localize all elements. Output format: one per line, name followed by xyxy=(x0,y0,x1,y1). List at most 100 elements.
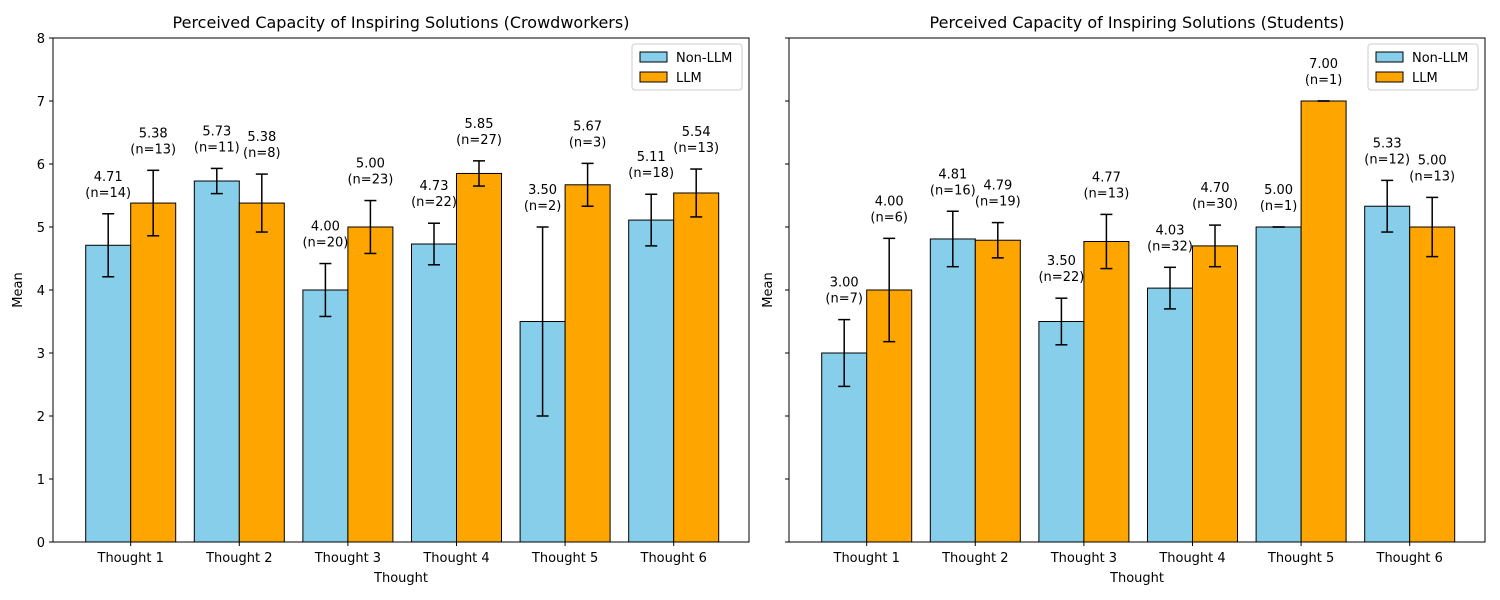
n-label: (n=7) xyxy=(825,292,863,307)
n-label: (n=16) xyxy=(930,183,976,198)
chart-title: Perceived Capacity of Inspiring Solution… xyxy=(173,13,630,32)
legend: Non-LLM LLM xyxy=(1367,43,1479,91)
x-tick-label: Thought 3 xyxy=(1050,551,1117,566)
y-tick-label: 6 xyxy=(37,158,45,173)
n-label: (n=8) xyxy=(243,146,281,161)
x-axis-label: Thought xyxy=(1109,571,1164,586)
n-label: (n=27) xyxy=(456,133,502,148)
data-label: 5.54 xyxy=(682,125,711,140)
n-label: (n=2) xyxy=(524,199,562,214)
n-label: (n=1) xyxy=(1260,199,1298,214)
y-tick-label: 0 xyxy=(37,536,45,551)
legend-swatch-llm xyxy=(639,71,668,83)
llm-bar xyxy=(673,192,720,543)
llm-bar xyxy=(564,184,611,543)
chart-title: Perceived Capacity of Inspiring Solution… xyxy=(930,13,1345,32)
x-tick-label: Thought 1 xyxy=(97,551,164,566)
legend-label: Non-LLM xyxy=(1412,51,1468,66)
n-label: (n=1) xyxy=(1305,73,1343,88)
n-label: (n=13) xyxy=(1409,169,1455,184)
data-label: 3.00 xyxy=(830,276,859,291)
n-label: (n=13) xyxy=(130,142,176,157)
llm-bar xyxy=(347,226,394,543)
x-tick-label: Thought 5 xyxy=(531,551,598,566)
y-tick-label: 5 xyxy=(37,221,45,236)
x-tick-label: Thought 5 xyxy=(1267,551,1334,566)
data-label: 3.50 xyxy=(528,183,557,198)
n-label: (n=13) xyxy=(673,141,719,156)
non-llm-bar xyxy=(628,219,675,543)
chart-panel-2: Perceived Capacity of Inspiring Solution… xyxy=(761,13,1486,586)
data-label: 4.79 xyxy=(983,179,1012,194)
legend-swatch-non-llm xyxy=(639,51,668,63)
legend-swatch-llm xyxy=(1375,71,1404,83)
n-label: (n=3) xyxy=(569,135,607,150)
n-label: (n=19) xyxy=(975,195,1021,210)
non-llm-bar xyxy=(193,180,240,543)
legend-swatch-non-llm xyxy=(1375,51,1404,63)
y-tick-label: 1 xyxy=(37,473,45,488)
y-tick-label: 7 xyxy=(37,95,45,110)
non-llm-bar xyxy=(1038,321,1085,543)
x-tick-label: Thought 2 xyxy=(205,551,272,566)
non-llm-bar xyxy=(85,244,132,543)
data-label: 5.85 xyxy=(465,117,494,132)
n-label: (n=22) xyxy=(411,195,457,210)
data-label: 4.03 xyxy=(1156,223,1185,238)
data-label: 4.81 xyxy=(938,167,967,182)
x-tick-label: Thought 2 xyxy=(941,551,1008,566)
data-label: 5.38 xyxy=(247,130,276,145)
llm-bar xyxy=(238,202,285,543)
data-label: 4.00 xyxy=(311,220,340,235)
x-axis-label: Thought xyxy=(373,571,428,586)
data-label: 5.00 xyxy=(1418,153,1447,168)
data-label: 5.67 xyxy=(573,119,602,134)
chart-panel-1: Perceived Capacity of Inspiring Solution… xyxy=(11,13,750,586)
data-label: 5.38 xyxy=(139,126,168,141)
y-axis-label: Mean xyxy=(11,272,26,307)
llm-bar xyxy=(456,172,502,543)
non-llm-bar xyxy=(302,289,349,543)
data-label: 4.77 xyxy=(1092,170,1121,185)
data-label: 4.70 xyxy=(1201,181,1230,196)
n-label: (n=14) xyxy=(85,186,131,201)
data-label: 7.00 xyxy=(1309,57,1338,72)
n-label: (n=32) xyxy=(1147,239,1193,254)
data-label: 3.50 xyxy=(1047,254,1076,269)
llm-bar xyxy=(1192,245,1238,543)
data-label: 5.00 xyxy=(356,157,385,172)
data-label: 4.71 xyxy=(94,170,123,185)
data-label: 4.73 xyxy=(420,179,449,194)
data-label: 5.73 xyxy=(202,124,231,139)
x-tick-label: Thought 3 xyxy=(314,551,381,566)
data-label: 5.00 xyxy=(1264,183,1293,198)
legend-label: Non-LLM xyxy=(676,51,732,66)
non-llm-bar xyxy=(1255,226,1302,543)
n-label: (n=22) xyxy=(1038,270,1084,285)
llm-bar xyxy=(1300,100,1347,543)
llm-bar xyxy=(1409,226,1456,543)
n-label: (n=18) xyxy=(628,166,674,181)
non-llm-bar xyxy=(1147,287,1193,543)
legend-label: LLM xyxy=(1412,71,1438,86)
legend-label: LLM xyxy=(676,71,702,86)
y-axis-label: Mean xyxy=(761,272,776,307)
y-tick-label: 3 xyxy=(37,347,45,362)
llm-bar xyxy=(1083,240,1130,543)
n-label: (n=23) xyxy=(347,173,393,188)
x-tick-label: Thought 6 xyxy=(640,551,707,566)
data-label: 5.33 xyxy=(1373,136,1402,151)
y-tick-label: 8 xyxy=(37,32,45,47)
n-label: (n=30) xyxy=(1192,197,1238,212)
x-tick-label: Thought 4 xyxy=(1158,551,1225,566)
data-label: 5.11 xyxy=(637,150,666,165)
x-tick-label: Thought 1 xyxy=(833,551,900,566)
n-label: (n=12) xyxy=(1364,152,1410,167)
n-label: (n=6) xyxy=(870,210,908,225)
x-tick-label: Thought 4 xyxy=(422,551,489,566)
non-llm-bar xyxy=(929,238,976,543)
y-tick-label: 4 xyxy=(37,284,45,299)
x-tick-label: Thought 6 xyxy=(1376,551,1443,566)
llm-bar xyxy=(130,202,177,543)
